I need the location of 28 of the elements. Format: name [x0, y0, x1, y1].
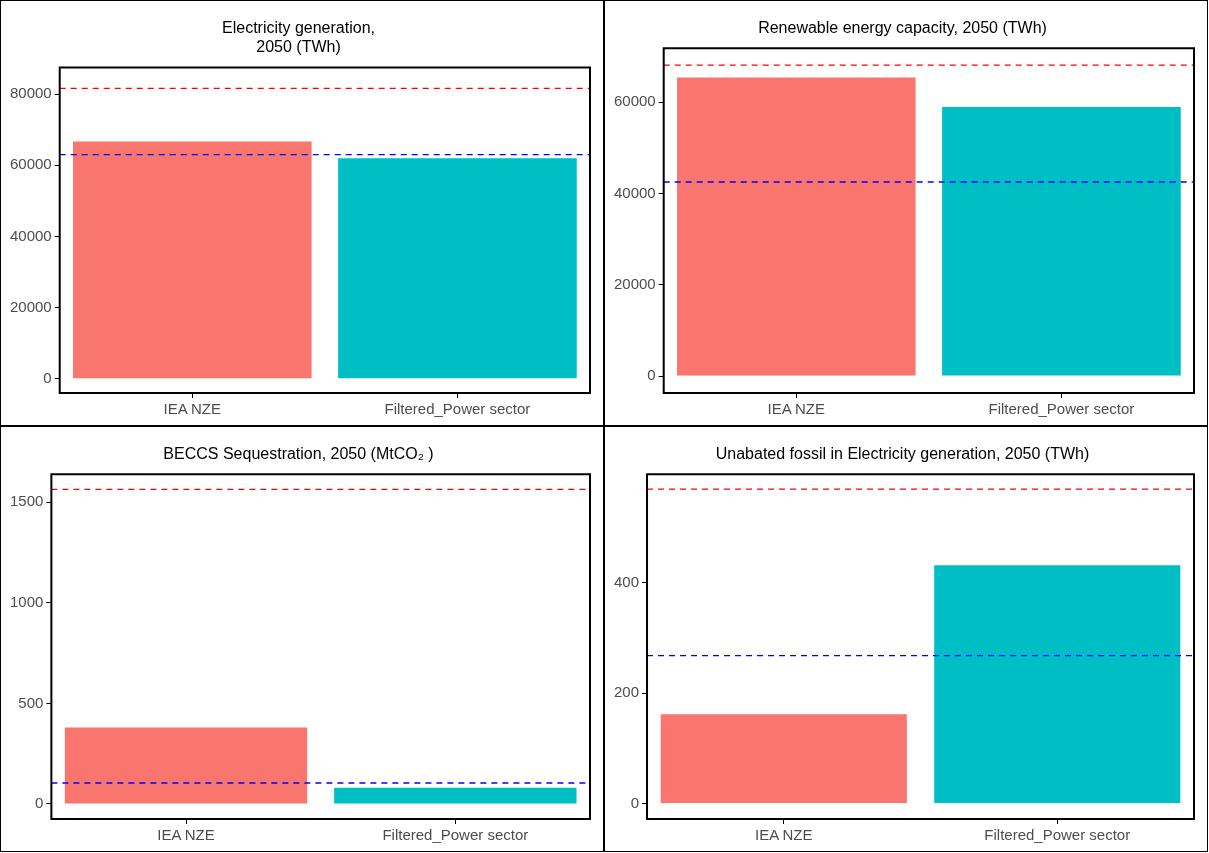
y-tick-label: 1000: [9, 593, 44, 611]
chart-title: Electricity generation, 2050 (TWh): [222, 19, 375, 56]
chart-title: Unabated fossil in Electricity generation, 2050 (TWh): [715, 445, 1090, 463]
x-tick-label: IEA NZE: [767, 400, 826, 418]
y-tick-label: 40000: [9, 226, 52, 244]
x-tick-label: Filtered_Power sector: [384, 400, 531, 418]
y-tick-label: 40000: [613, 183, 656, 201]
x-tick-label: Filtered_Power sector: [988, 400, 1135, 418]
y-tick-label: 400: [614, 573, 640, 591]
y-tick-label: 500: [18, 693, 44, 711]
y-tick-label: 0: [647, 366, 656, 384]
x-tick-label: Filtered_Power sector: [382, 826, 529, 844]
y-tick-label: 0: [35, 794, 44, 812]
x-tick-label: Filtered_Power sector: [984, 826, 1131, 844]
chart-title: BECCS Sequestration, 2050 (MtCO₂ ): [163, 445, 434, 463]
chart-title: Renewable energy capacity, 2050 (TWh): [758, 19, 1047, 37]
y-tick-label: 200: [614, 683, 640, 701]
y-tick-label: 0: [630, 793, 640, 811]
y-tick-label: 1500: [9, 492, 44, 510]
y-tick-label: 60000: [9, 155, 52, 173]
y-tick-label: 20000: [9, 297, 52, 315]
y-tick-label: 80000: [9, 84, 52, 102]
x-tick-label: IEA NZE: [755, 826, 813, 844]
y-tick-label: 20000: [613, 274, 656, 292]
y-tick-label: 0: [43, 368, 52, 386]
x-tick-label: IEA NZE: [163, 400, 222, 418]
y-tick-label: 60000: [613, 92, 656, 110]
x-tick-label: IEA NZE: [157, 826, 215, 844]
